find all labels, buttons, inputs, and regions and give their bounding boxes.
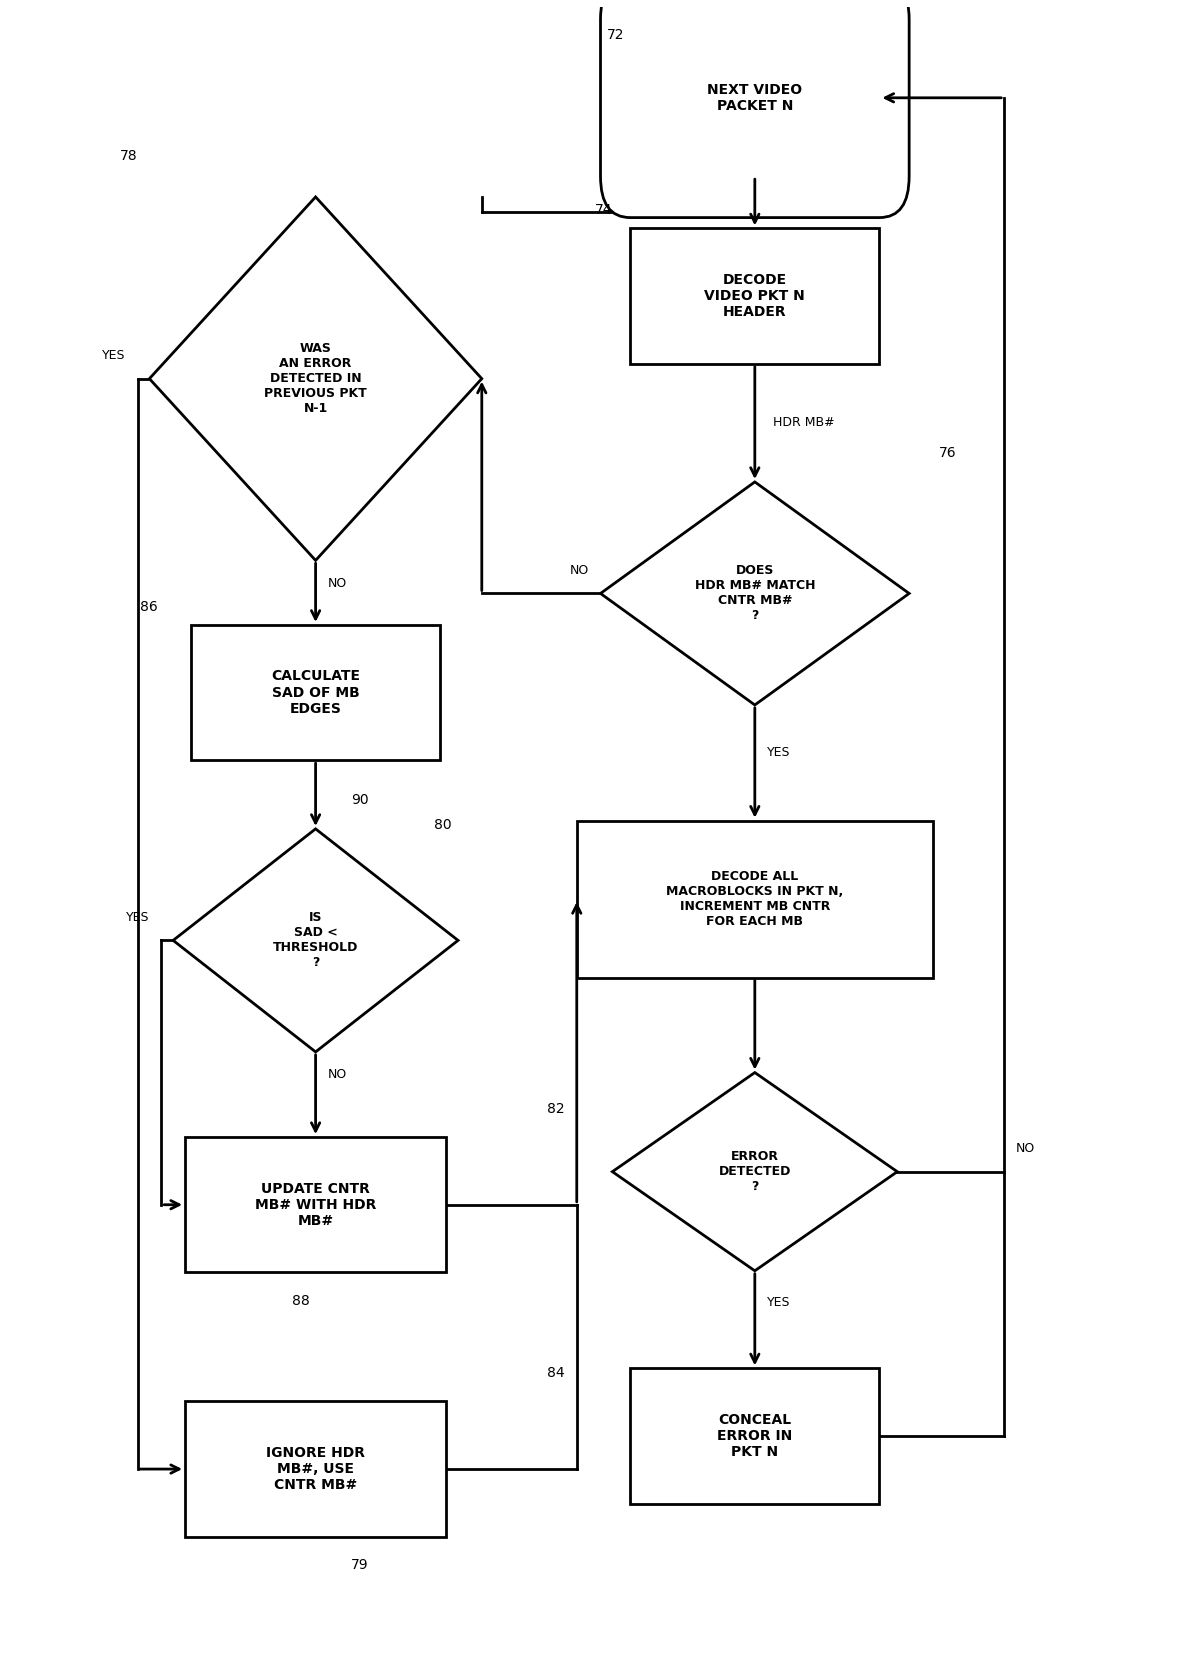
Text: YES: YES <box>766 1296 790 1308</box>
FancyBboxPatch shape <box>631 228 879 363</box>
Polygon shape <box>173 830 458 1051</box>
Text: YES: YES <box>126 911 149 925</box>
Text: 78: 78 <box>120 148 137 163</box>
Text: NO: NO <box>328 576 347 590</box>
Polygon shape <box>149 197 482 560</box>
Text: CALCULATE
SAD OF MB
EDGES: CALCULATE SAD OF MB EDGES <box>271 670 360 716</box>
Text: YES: YES <box>102 350 126 362</box>
Polygon shape <box>613 1073 897 1271</box>
Text: HDR MB#: HDR MB# <box>772 416 835 430</box>
Polygon shape <box>600 481 909 705</box>
Text: NEXT VIDEO
PACKET N: NEXT VIDEO PACKET N <box>707 83 802 113</box>
Text: 82: 82 <box>548 1101 564 1116</box>
Text: 74: 74 <box>594 203 613 217</box>
FancyBboxPatch shape <box>185 1136 447 1273</box>
Text: YES: YES <box>766 746 790 760</box>
Text: DECODE
VIDEO PKT N
HEADER: DECODE VIDEO PKT N HEADER <box>705 273 805 320</box>
Text: NO: NO <box>328 1068 347 1081</box>
FancyBboxPatch shape <box>631 1368 879 1504</box>
FancyBboxPatch shape <box>600 0 909 218</box>
Text: NO: NO <box>1016 1143 1035 1155</box>
FancyBboxPatch shape <box>191 625 441 760</box>
FancyBboxPatch shape <box>185 1401 447 1536</box>
Text: IGNORE HDR
MB#, USE
CNTR MB#: IGNORE HDR MB#, USE CNTR MB# <box>267 1446 365 1493</box>
Text: WAS
AN ERROR
DETECTED IN
PREVIOUS PKT
N-1: WAS AN ERROR DETECTED IN PREVIOUS PKT N-… <box>264 342 368 415</box>
Text: 79: 79 <box>351 1558 369 1573</box>
FancyBboxPatch shape <box>576 821 933 978</box>
Text: UPDATE CNTR
MB# WITH HDR
MB#: UPDATE CNTR MB# WITH HDR MB# <box>255 1181 376 1228</box>
Text: 72: 72 <box>607 28 625 42</box>
Text: 90: 90 <box>351 793 369 806</box>
Text: 80: 80 <box>435 818 452 831</box>
Text: DOES
HDR MB# MATCH
CNTR MB#
?: DOES HDR MB# MATCH CNTR MB# ? <box>694 565 815 623</box>
Text: NO: NO <box>569 563 588 576</box>
Text: ERROR
DETECTED
?: ERROR DETECTED ? <box>718 1150 791 1193</box>
Text: 88: 88 <box>292 1293 310 1308</box>
Text: CONCEAL
ERROR IN
PKT N: CONCEAL ERROR IN PKT N <box>717 1413 793 1459</box>
Text: IS
SAD <
THRESHOLD
?: IS SAD < THRESHOLD ? <box>273 911 358 970</box>
Text: 76: 76 <box>939 446 956 460</box>
Text: 86: 86 <box>139 600 157 613</box>
Text: 84: 84 <box>548 1366 564 1379</box>
Text: DECODE ALL
MACROBLOCKS IN PKT N,
INCREMENT MB CNTR
FOR EACH MB: DECODE ALL MACROBLOCKS IN PKT N, INCREME… <box>667 870 843 928</box>
